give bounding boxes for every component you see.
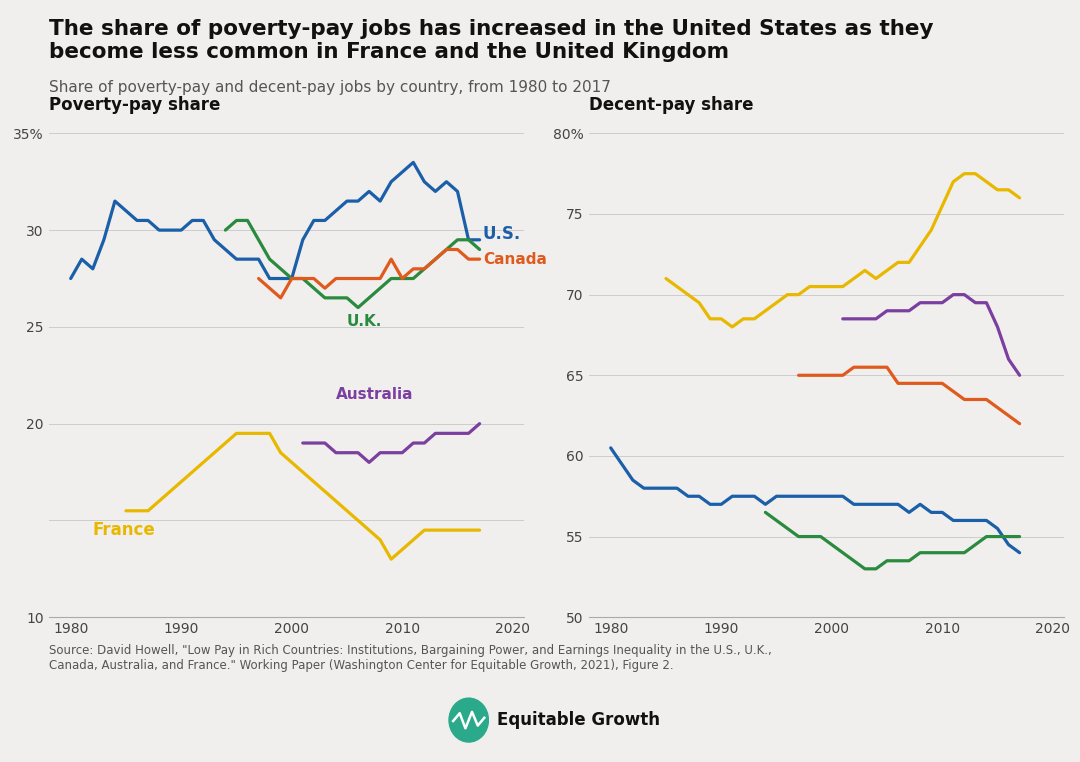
Text: Canada: Canada bbox=[483, 251, 546, 267]
Text: Share of poverty-pay and decent-pay jobs by country, from 1980 to 2017: Share of poverty-pay and decent-pay jobs… bbox=[49, 80, 610, 95]
Text: Equitable Growth: Equitable Growth bbox=[497, 711, 660, 729]
Text: Source: David Howell, "Low Pay in Rich Countries: Institutions, Bargaining Power: Source: David Howell, "Low Pay in Rich C… bbox=[49, 644, 771, 672]
Text: U.S.: U.S. bbox=[483, 225, 522, 243]
Circle shape bbox=[449, 698, 488, 742]
Text: become less common in France and the United Kingdom: become less common in France and the Uni… bbox=[49, 42, 729, 62]
Text: U.K.: U.K. bbox=[347, 314, 382, 328]
Text: France: France bbox=[93, 521, 156, 539]
Text: Poverty-pay share: Poverty-pay share bbox=[49, 96, 220, 114]
Text: The share of poverty-pay jobs has increased in the United States as they: The share of poverty-pay jobs has increa… bbox=[49, 19, 933, 39]
Text: Decent-pay share: Decent-pay share bbox=[589, 96, 753, 114]
Text: Australia: Australia bbox=[336, 387, 414, 402]
